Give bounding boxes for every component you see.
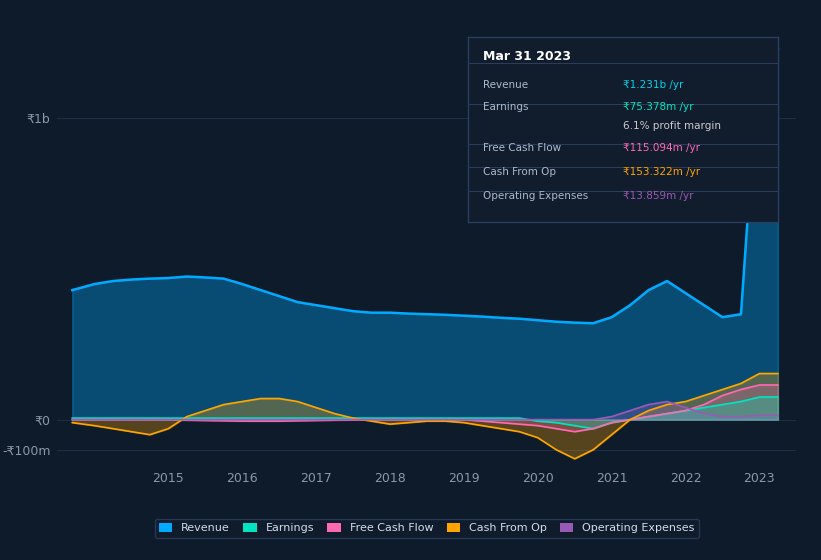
Text: Operating Expenses: Operating Expenses: [483, 192, 589, 202]
Text: 6.1% profit margin: 6.1% profit margin: [623, 121, 721, 131]
Text: ₹115.094m /yr: ₹115.094m /yr: [623, 143, 699, 153]
Text: ₹1.231b /yr: ₹1.231b /yr: [623, 80, 683, 90]
Text: Mar 31 2023: Mar 31 2023: [483, 50, 571, 63]
Text: Revenue: Revenue: [483, 80, 528, 90]
Text: Earnings: Earnings: [483, 102, 529, 112]
Text: Free Cash Flow: Free Cash Flow: [483, 143, 562, 153]
Text: ₹75.378m /yr: ₹75.378m /yr: [623, 102, 693, 112]
Text: ₹153.322m /yr: ₹153.322m /yr: [623, 167, 699, 178]
Text: Cash From Op: Cash From Op: [483, 167, 556, 178]
Legend: Revenue, Earnings, Free Cash Flow, Cash From Op, Operating Expenses: Revenue, Earnings, Free Cash Flow, Cash …: [154, 519, 699, 538]
Text: ₹13.859m /yr: ₹13.859m /yr: [623, 192, 693, 202]
